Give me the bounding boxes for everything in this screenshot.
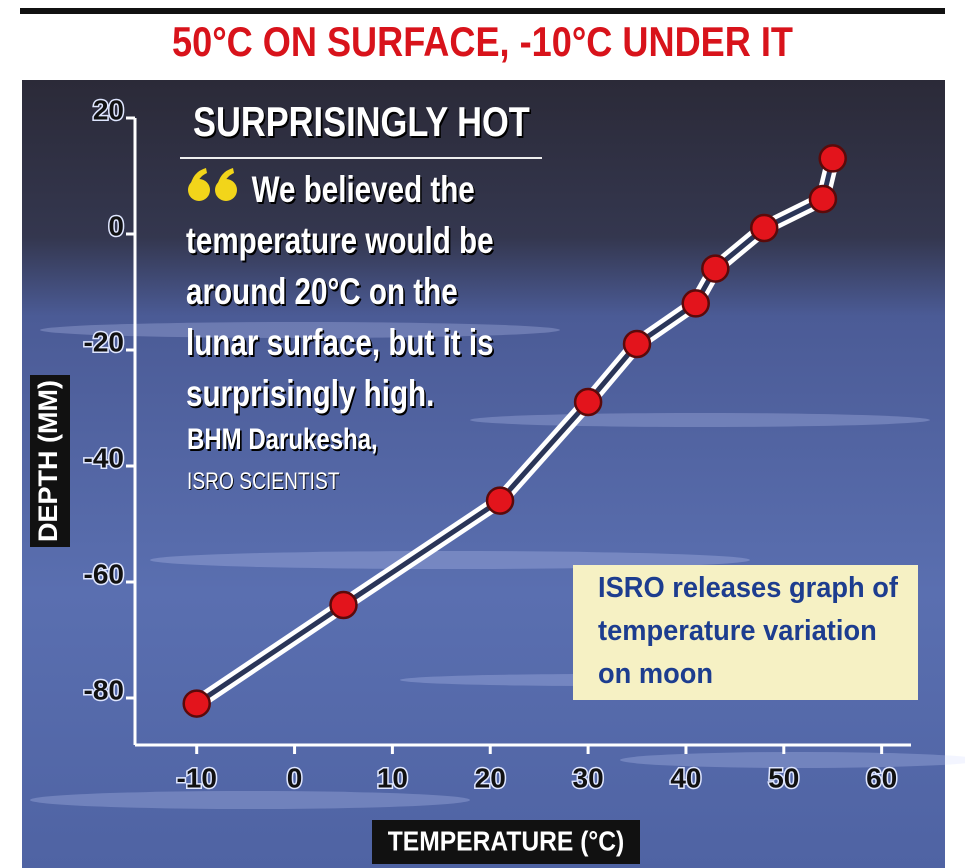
y-tick-label: -40	[84, 442, 124, 473]
data-point	[702, 256, 728, 282]
page: 50°C ON SURFACE, -10°C UNDER IT DEPTH (M…	[0, 0, 965, 868]
attribution: BHM Darukesha,	[187, 423, 378, 457]
data-point	[330, 592, 356, 618]
data-point	[820, 145, 846, 171]
data-point	[751, 215, 777, 241]
x-tick-label: 40	[670, 762, 701, 793]
heading: SURPRISINGLY HOT	[193, 98, 530, 146]
x-tick-label: 50	[768, 762, 799, 793]
data-point	[683, 290, 709, 316]
data-point	[487, 488, 513, 514]
data-point	[624, 331, 650, 357]
data-point	[575, 389, 601, 415]
note: ISRO releases graph of temperature varia…	[598, 567, 899, 696]
x-tick-label: 0	[287, 762, 303, 793]
x-tick-label: 20	[475, 762, 506, 793]
role: ISRO SCIENTIST	[187, 468, 340, 496]
y-tick-label: -60	[84, 558, 124, 589]
y-axis-label: DEPTH (MM)	[33, 380, 63, 542]
y-tick-label: 0	[108, 210, 124, 241]
data-point	[184, 691, 210, 717]
x-axis-label: TEMPERATURE (°C)	[388, 825, 625, 857]
data-point	[810, 186, 836, 212]
x-tick-label: 60	[866, 762, 897, 793]
x-tick-label: 10	[377, 762, 408, 793]
y-tick-label: -20	[84, 326, 124, 357]
x-tick-label: 30	[573, 762, 604, 793]
y-tick-label: -80	[84, 674, 124, 705]
quote: We believed the temperature would be aro…	[186, 164, 530, 419]
y-tick-label: 20	[93, 94, 124, 125]
x-tick-label: -10	[176, 762, 216, 793]
